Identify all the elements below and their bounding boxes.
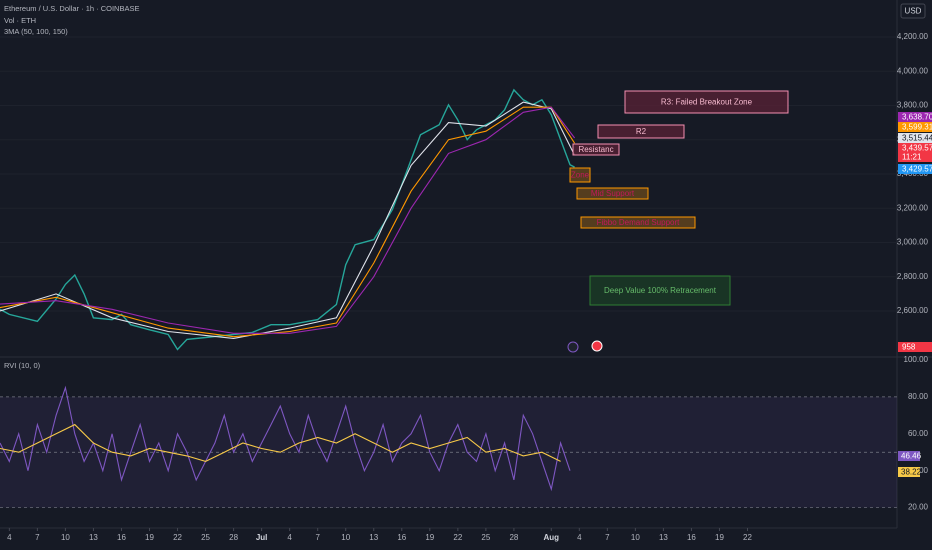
indicator-label: Vol · ETH	[4, 16, 36, 25]
price-tag	[898, 133, 932, 143]
x-tick-label: 7	[605, 533, 610, 542]
y-tick-label: 4,200.00	[897, 32, 929, 41]
price-tag-label: 3,429.57	[902, 165, 932, 174]
x-tick-label: 13	[89, 533, 98, 542]
x-tick-label: 7	[35, 533, 40, 542]
x-tick-label: 13	[369, 533, 378, 542]
x-tick-label: 7	[315, 533, 320, 542]
y-tick-label: 20.00	[908, 503, 929, 512]
value-tag-label: 38.22	[901, 468, 922, 477]
annotation-box	[572, 143, 620, 156]
currency-button[interactable]	[900, 3, 926, 19]
x-tick-label: 4	[577, 533, 582, 542]
x-tick-label: 10	[631, 533, 640, 542]
value-tag	[898, 451, 920, 461]
annotation-box	[589, 275, 731, 306]
x-tick-label: 10	[61, 533, 70, 542]
price-tag	[898, 152, 932, 162]
event-icon[interactable]	[591, 340, 603, 352]
value-tag-label: 46.46	[901, 452, 922, 461]
x-tick-label: 25	[481, 533, 490, 542]
x-tick-label: 28	[229, 533, 238, 542]
series-line	[0, 106, 576, 334]
series-line	[0, 106, 576, 338]
y-tick-label: 2,800.00	[897, 272, 929, 281]
y-tick-label: 100.00	[904, 355, 929, 364]
x-tick-label: 25	[201, 533, 210, 542]
y-tick-label: 3,200.00	[897, 203, 929, 212]
value-tag	[898, 467, 920, 477]
annotation-text: Zone	[571, 171, 590, 180]
annotation-text: Fibbo Demand Support	[597, 218, 680, 227]
y-tick-label: 3,000.00	[897, 238, 929, 247]
x-tick-label: 28	[509, 533, 518, 542]
indicator-label: 3MA (50, 100, 150)	[4, 27, 68, 36]
price-tag	[898, 143, 932, 153]
price-tag	[898, 122, 932, 132]
x-tick-label: 16	[117, 533, 126, 542]
price-tag	[898, 164, 932, 174]
annotation-box	[576, 187, 649, 200]
annotation-box	[597, 124, 685, 139]
price-tag-label: 3,439.57	[902, 144, 932, 153]
annotation-box	[580, 216, 696, 229]
x-tick-label: 4	[7, 533, 12, 542]
annotation-text: Deep Value 100% Retracement	[604, 286, 717, 295]
event-icon[interactable]	[567, 341, 579, 353]
series-line	[0, 423, 561, 462]
series-line	[0, 101, 576, 339]
x-tick-label: Jul	[256, 533, 268, 542]
x-tick-label: 10	[341, 533, 350, 542]
x-tick-label: 16	[397, 533, 406, 542]
y-tick-label: 4,000.00	[897, 66, 929, 75]
price-tag-label: 3,515.44	[902, 134, 932, 143]
x-tick-label: 19	[425, 533, 434, 542]
x-tick-label: 19	[715, 533, 724, 542]
chart-title: Ethereum / U.S. Dollar · 1h · COINBASE	[4, 4, 139, 13]
x-tick-label: 19	[145, 533, 154, 542]
price-tag-label: 3,638.70	[902, 113, 932, 122]
annotation-text: R3: Failed Breakout Zone	[661, 98, 753, 107]
x-tick-label: 4	[287, 533, 292, 542]
price-tag-label: 11:21	[902, 153, 922, 162]
annotation-box	[624, 90, 789, 114]
y-tick-label: 3,800.00	[897, 101, 929, 110]
series-line	[0, 88, 575, 351]
y-tick-label: 2,600.00	[897, 306, 929, 315]
x-tick-label: 22	[173, 533, 182, 542]
price-tag	[898, 342, 932, 352]
x-tick-label: 22	[743, 533, 752, 542]
price-tag	[898, 112, 932, 122]
x-tick-label: 22	[453, 533, 462, 542]
indicator-title: RVI (10, 0)	[4, 361, 41, 370]
currency: USD	[905, 7, 922, 16]
annotation-text: R2	[636, 127, 647, 136]
annotation-text: Mid Support	[591, 189, 635, 198]
x-tick-label: Aug	[544, 533, 560, 542]
x-tick-label: 13	[659, 533, 668, 542]
price-tag-label: 3,599.31	[902, 123, 932, 132]
level-band	[0, 396, 897, 508]
x-tick-label: 16	[687, 533, 696, 542]
annotation-box	[569, 167, 591, 183]
y-tick-label: 80.00	[908, 392, 929, 401]
price-tag-label: 958	[902, 343, 916, 352]
y-tick-label: 60.00	[908, 429, 929, 438]
series-line	[0, 385, 571, 492]
annotation-text: Resistanc	[578, 145, 613, 154]
